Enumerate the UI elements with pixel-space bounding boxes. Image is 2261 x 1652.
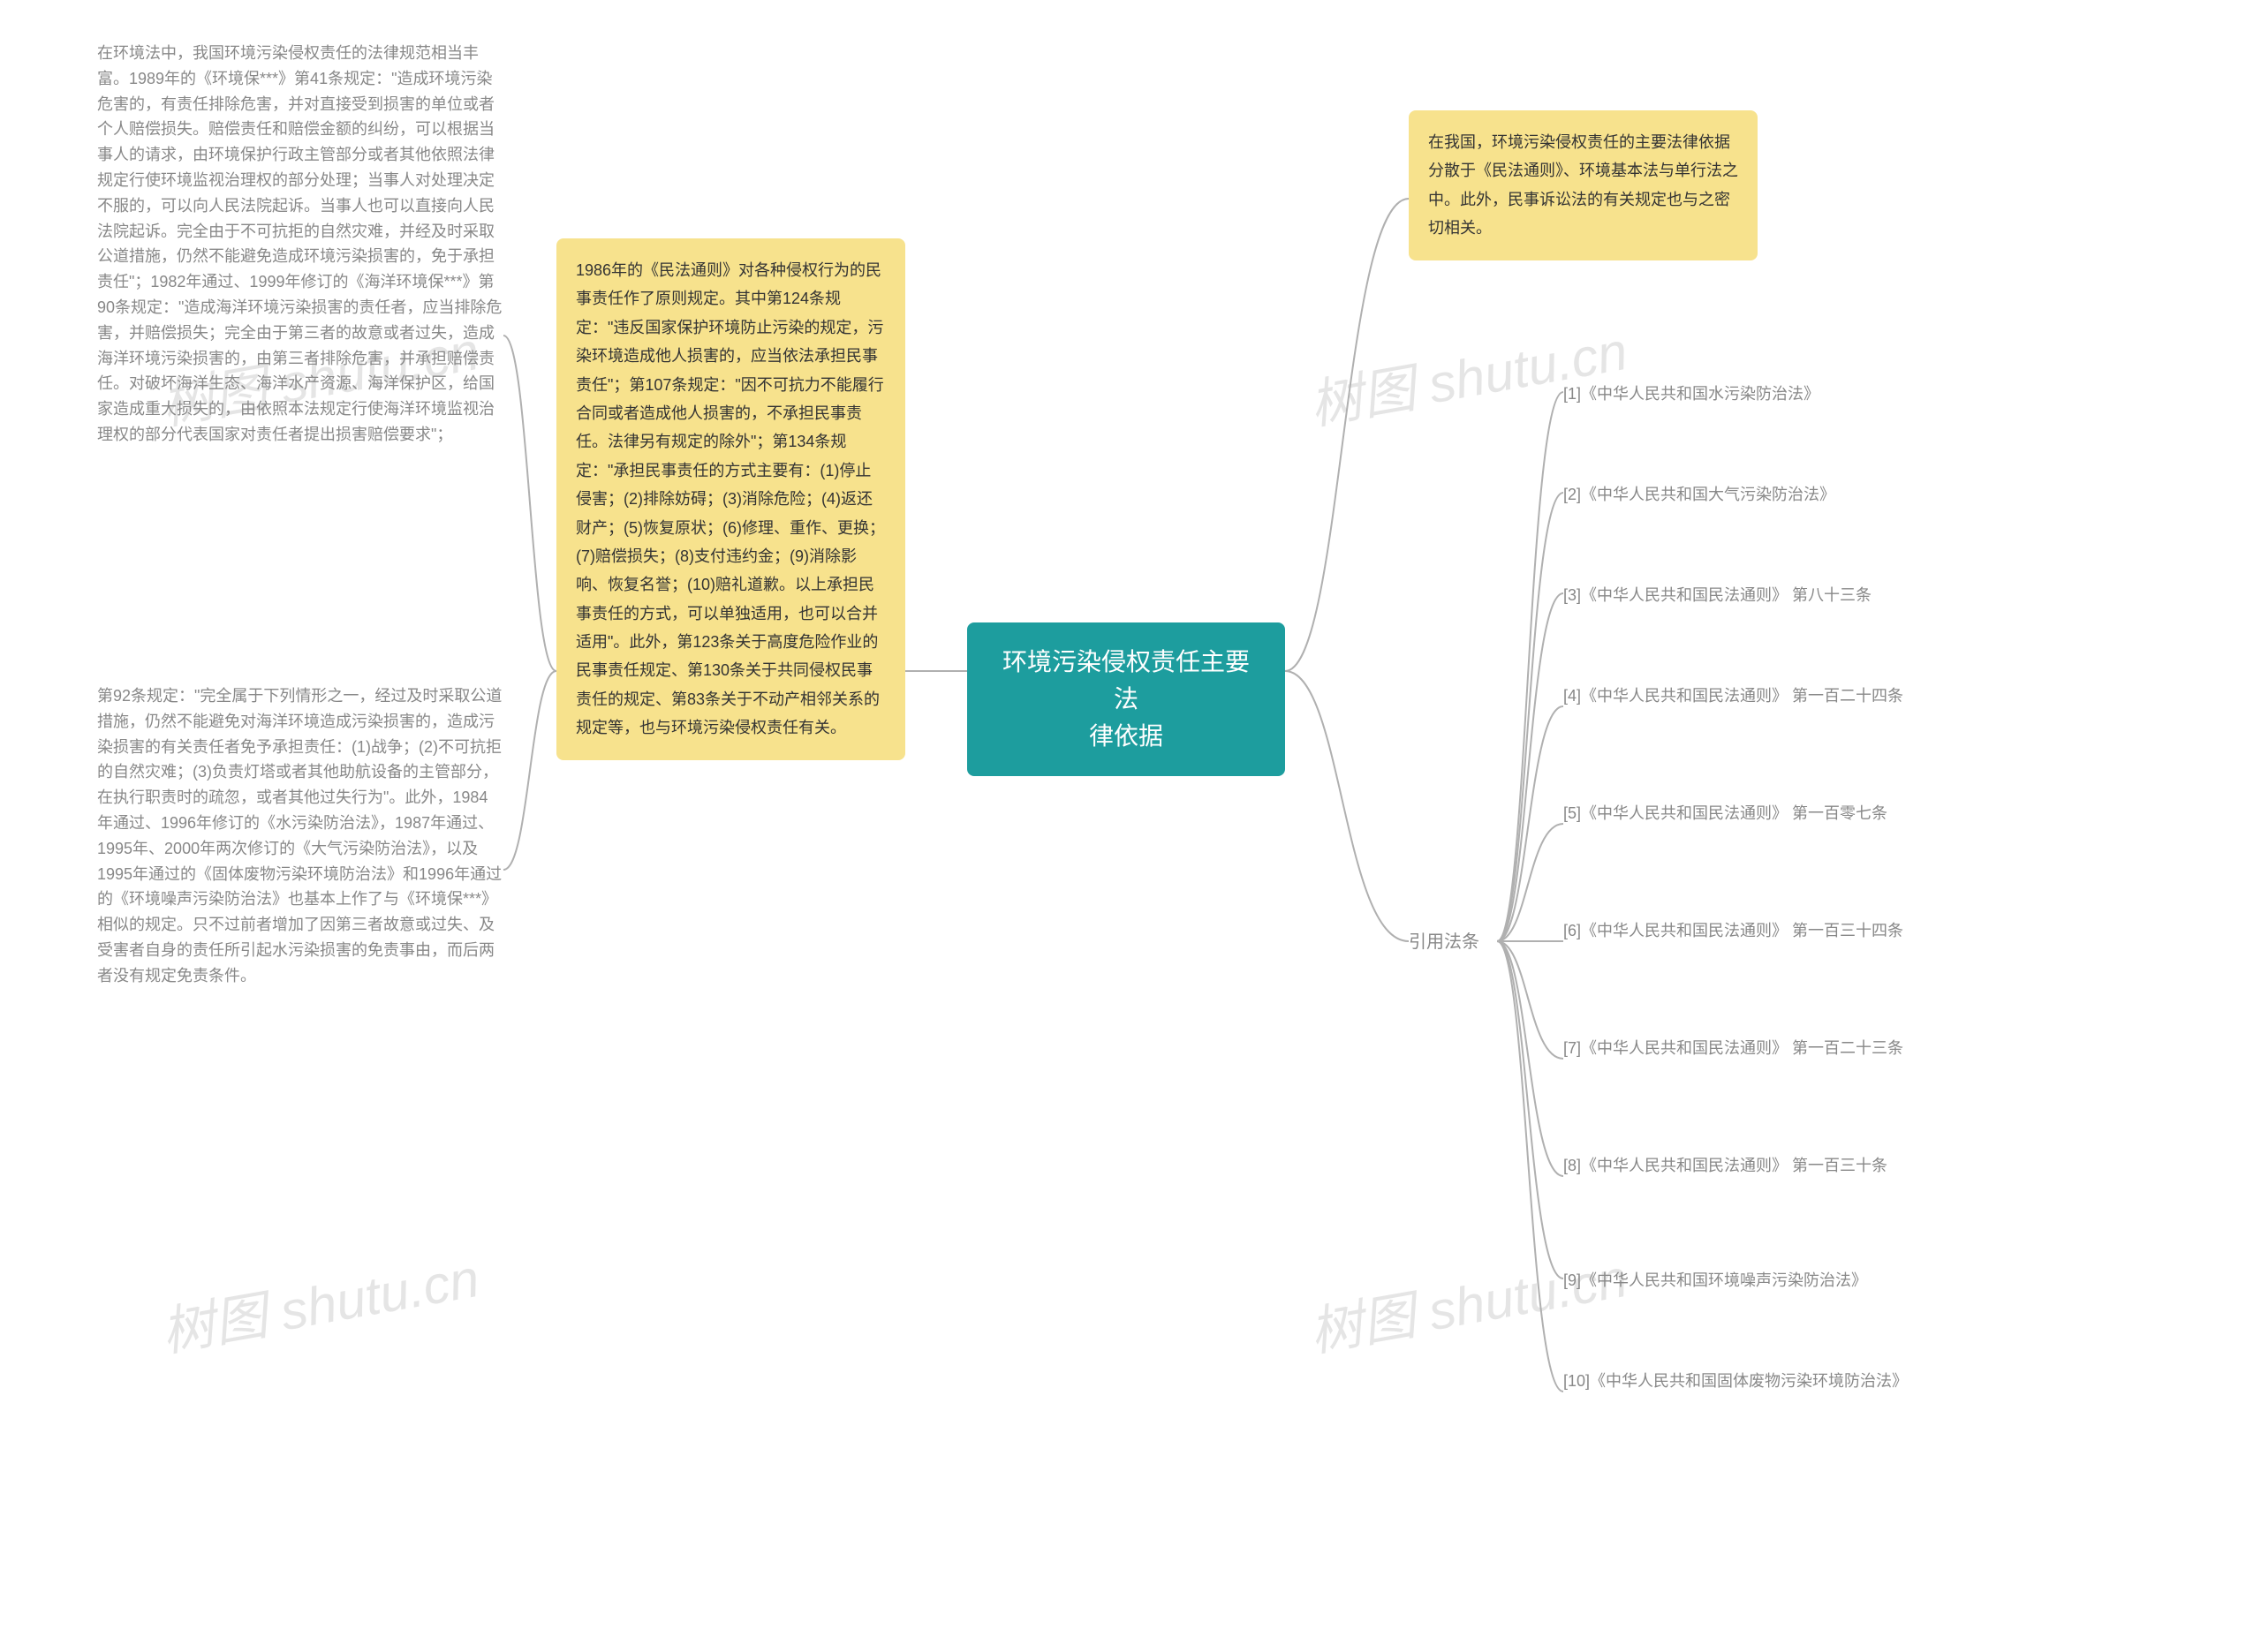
ref-item[interactable]: [1]《中华人民共和国水污染防治法》 bbox=[1563, 378, 1943, 411]
watermark: 树图 shutu.cn bbox=[1303, 308, 1632, 440]
ref-item[interactable]: [7]《中华人民共和国民法通则》 第一百二十三条 bbox=[1563, 1032, 1943, 1065]
ref-item[interactable]: [2]《中华人民共和国大气污染防治法》 bbox=[1563, 479, 1943, 511]
ref-item[interactable]: [10]《中华人民共和国固体废物污染环境防治法》 bbox=[1563, 1365, 1943, 1398]
ref-item[interactable]: [3]《中华人民共和国民法通则》 第八十三条 bbox=[1563, 579, 1943, 612]
left-main-node[interactable]: 1986年的《民法通则》对各种侵权行为的民事责任作了原则规定。其中第124条规定… bbox=[556, 238, 905, 760]
ref-item[interactable]: [5]《中华人民共和国民法通则》 第一百零七条 bbox=[1563, 797, 1943, 830]
left-sub2-node[interactable]: 第92条规定："完全属于下列情形之一，经过及时采取公道措施，仍然不能避免对海洋环… bbox=[97, 680, 503, 992]
ref-item[interactable]: [6]《中华人民共和国民法通则》 第一百三十四条 bbox=[1563, 915, 1943, 947]
ref-item[interactable]: [8]《中华人民共和国民法通则》 第一百三十条 bbox=[1563, 1150, 1943, 1182]
ref-label-node[interactable]: 引用法条 bbox=[1409, 927, 1479, 953]
ref-item[interactable]: [9]《中华人民共和国环境噪声污染防治法》 bbox=[1563, 1264, 1943, 1297]
right-summary-node[interactable]: 在我国，环境污染侵权责任的主要法律依据分散于《民法通则》、环境基本法与单行法之中… bbox=[1409, 110, 1758, 260]
left-sub1-node[interactable]: 在环境法中，我国环境污染侵权责任的法律规范相当丰富。1989年的《环境保***》… bbox=[97, 37, 503, 451]
watermark: 树图 shutu.cn bbox=[1303, 1235, 1632, 1367]
watermark: 树图 shutu.cn bbox=[155, 1235, 484, 1367]
ref-item[interactable]: [4]《中华人民共和国民法通则》 第一百二十四条 bbox=[1563, 680, 1943, 713]
center-node[interactable]: 环境污染侵权责任主要法律依据 bbox=[967, 622, 1285, 776]
